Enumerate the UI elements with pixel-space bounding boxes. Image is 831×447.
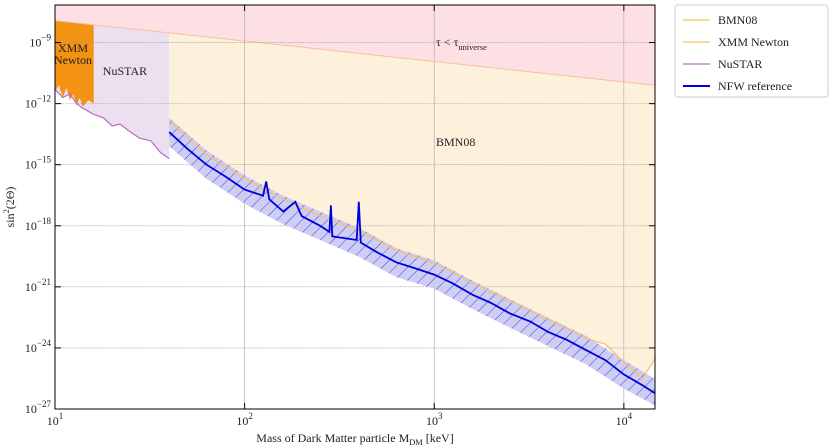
uncertainty-band bbox=[169, 117, 655, 406]
lifetime-label-part: τ < τ bbox=[436, 35, 459, 49]
legend-label: XMM Newton bbox=[718, 35, 789, 49]
legend-label: NuSTAR bbox=[718, 57, 762, 71]
x-tick-label: 101 bbox=[47, 411, 64, 428]
lifetime-line bbox=[55, 20, 655, 86]
annotation: XMM bbox=[58, 41, 88, 55]
y-tick-label: 10−15 bbox=[25, 155, 52, 172]
x-axis-label-part: Mass of Dark Matter particle M bbox=[256, 431, 409, 445]
lifetime-label: τ < τuniverse bbox=[436, 35, 487, 52]
series-line bbox=[55, 88, 170, 160]
overlay: 10−27 10−24 10−21 10−18 10−15 10−12 10−9 101 102… bbox=[2, 4, 829, 447]
x-tick-label: 103 bbox=[426, 411, 443, 428]
y-tick-label: 10−18 bbox=[25, 216, 52, 233]
x-axis-label-part: [keV] bbox=[423, 431, 454, 445]
x-tick-label: 104 bbox=[616, 411, 633, 428]
series-line bbox=[168, 131, 655, 394]
y-axis-label-part: (2Θ) bbox=[3, 187, 17, 210]
y-tick-label: 10−21 bbox=[25, 277, 51, 294]
annotation: NuSTAR bbox=[103, 64, 147, 78]
y-tick-label: 10−12 bbox=[25, 94, 51, 111]
region-fill bbox=[55, 5, 94, 107]
lifetime-label-part: universe bbox=[458, 43, 487, 52]
y-tick-label: 10−24 bbox=[25, 338, 52, 355]
y-axis-label: sin2(2Θ) bbox=[2, 187, 17, 228]
plot-area bbox=[55, 5, 655, 409]
x-axis-label-part: DM bbox=[409, 438, 423, 447]
y-tick-label: 10−9 bbox=[29, 33, 51, 50]
region-fill bbox=[169, 5, 655, 379]
lifetime-region bbox=[55, 5, 655, 86]
legend-box bbox=[674, 4, 829, 98]
annotation: Newton bbox=[54, 53, 92, 67]
y-tick-label: 10−27 bbox=[25, 399, 52, 416]
legend-label: BMN08 bbox=[718, 13, 757, 27]
y-axis-label-part: 2 bbox=[2, 209, 11, 213]
annotation: BMN08 bbox=[436, 135, 475, 149]
legend-label: NFW reference bbox=[718, 79, 792, 93]
axes-frame bbox=[54, 4, 656, 410]
y-axis-label-part: sin bbox=[3, 213, 17, 227]
x-tick-label: 102 bbox=[236, 411, 253, 428]
x-axis-label: Mass of Dark Matter particle MDM [keV] bbox=[256, 431, 453, 447]
